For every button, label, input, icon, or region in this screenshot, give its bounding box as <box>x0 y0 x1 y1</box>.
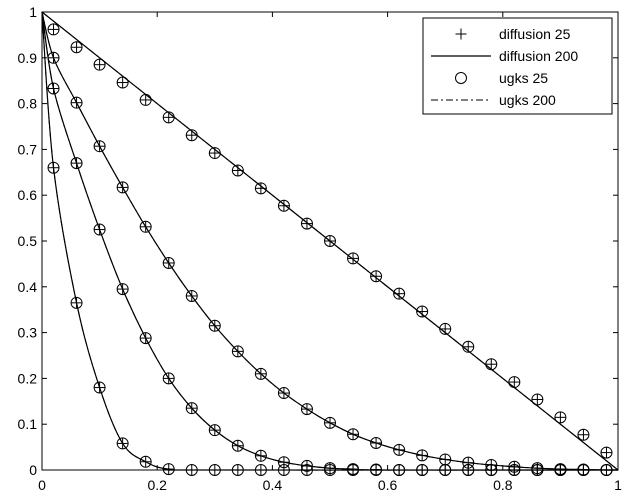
diffusion-25-point <box>577 429 589 441</box>
diffusion-25-point <box>531 393 543 405</box>
diffusion-25-point <box>485 459 497 471</box>
diffusion-25-point <box>600 447 612 459</box>
diffusion-25-point <box>393 444 405 456</box>
diffusion-25-point <box>117 77 129 89</box>
y-tick-label: 0.4 <box>18 279 38 295</box>
legend-item: ugks 25 <box>455 70 548 86</box>
legend-box <box>422 17 613 115</box>
diffusion-25-point <box>255 450 267 462</box>
diffusion-25-point <box>232 440 244 452</box>
diffusion-25-point <box>232 164 244 176</box>
diffusion-25-point <box>140 94 152 106</box>
axis-ticks: 0 0.2 0.4 0.6 0.8 1 0 0.1 0.2 0.3 0.4 0.5 0.6 0.7 0.8 0… <box>18 4 623 493</box>
diffusion-25-point <box>163 257 175 269</box>
diffusion-25-point <box>347 252 359 264</box>
diffusion-25-point <box>232 345 244 357</box>
diffusion-25-point <box>140 456 152 468</box>
y-tick-label: 0.2 <box>18 370 38 386</box>
diffusion-25-point <box>255 368 267 380</box>
diffusion-25-point <box>324 462 336 474</box>
diffusion-25-point <box>485 358 497 370</box>
y-tick-label: 0.8 <box>18 96 38 112</box>
ugks-200-line-4 <box>41 11 619 471</box>
y-tick-label: 0.1 <box>18 416 38 432</box>
legend: diffusion 25 diffusion 200 ugks 25 ugks 200 <box>422 17 613 115</box>
diffusion-25-point <box>324 235 336 247</box>
diffusion-25-point <box>209 424 221 436</box>
diffusion-25-point <box>508 376 520 388</box>
diffusion-25-point <box>393 288 405 300</box>
diffusion-25-point <box>71 41 83 53</box>
diffusion-25-point <box>94 140 106 152</box>
diffusion-25-point <box>48 162 60 174</box>
diffusion-25-point <box>163 463 175 475</box>
diffusion-25-point <box>278 456 290 468</box>
x-tick-label: 0.4 <box>263 477 283 493</box>
diffusion-25-point <box>140 221 152 233</box>
diffusion-25-point <box>48 82 60 94</box>
diffusion-25-point <box>416 306 428 318</box>
diffusion-25-point <box>209 320 221 332</box>
diffusion-25-point <box>186 290 198 302</box>
y-tick-label: 0 <box>29 462 37 478</box>
diffusion-25-point <box>117 181 129 193</box>
circle-icon <box>455 72 467 84</box>
diffusion-25-point <box>324 417 336 429</box>
diffusion-25-point <box>278 387 290 399</box>
y-tick-label: 0.3 <box>18 325 38 341</box>
diffusion-25-point <box>117 437 129 449</box>
y-tick-label: 0.9 <box>18 50 38 66</box>
x-tick-label: 0.6 <box>378 477 398 493</box>
diffusion-25-point <box>301 403 313 415</box>
diffusion-25-point <box>209 147 221 159</box>
diffusion-25-point <box>554 463 566 475</box>
diffusion-25-point <box>71 297 83 309</box>
diffusion-25-point <box>94 382 106 394</box>
diffusion-25-point <box>439 453 451 465</box>
diffusion-25-point <box>347 463 359 475</box>
diffusion-25-point <box>531 462 543 474</box>
legend-item: ugks 200 <box>431 92 556 108</box>
legend-item: diffusion 200 <box>431 48 578 64</box>
y-tick-label: 1 <box>29 4 37 20</box>
legend-label: ugks 200 <box>499 92 556 108</box>
diffusion-25-point <box>94 59 106 71</box>
diffusion-25-point <box>186 129 198 141</box>
x-tick-label: 0 <box>38 477 46 493</box>
x-tick-label: 1 <box>614 477 622 493</box>
diffusion-25-point <box>186 402 198 414</box>
legend-label: diffusion 25 <box>499 26 571 42</box>
x-tick-label: 0.2 <box>147 477 167 493</box>
diffusion-25-point <box>48 23 60 35</box>
diffusion-25-point <box>301 218 313 230</box>
diffusion-25-point <box>255 182 267 194</box>
diffusion-25-point <box>278 200 290 212</box>
diffusion-25-point <box>117 283 129 295</box>
legend-item: diffusion 25 <box>455 26 571 42</box>
diffusion-25-point <box>370 437 382 449</box>
diffusion-25-point <box>439 323 451 335</box>
diffusion-25-point <box>71 157 83 169</box>
diffusion-25-point <box>94 224 106 236</box>
y-tick-label: 0.6 <box>18 187 38 203</box>
diffusion-25-point <box>416 449 428 461</box>
y-tick-label: 0.7 <box>18 141 38 157</box>
diffusion-25-point <box>163 111 175 123</box>
x-tick-label: 0.8 <box>493 477 513 493</box>
diffusion-25-point <box>48 52 60 64</box>
y-tick-label: 0.5 <box>18 233 38 249</box>
diffusion-25-point <box>140 332 152 344</box>
diffusion-25-point <box>462 341 474 353</box>
diffusion-25-point <box>370 270 382 282</box>
legend-label: diffusion 200 <box>499 48 578 64</box>
diffusion-25-point <box>71 97 83 109</box>
diffusion-25-point <box>163 372 175 384</box>
ugks-200-line-1 <box>41 11 619 471</box>
diffusion-25-point <box>462 457 474 469</box>
diffusion-25-point <box>554 411 566 423</box>
legend-label: ugks 25 <box>499 70 548 86</box>
diffusion-25-point <box>347 428 359 440</box>
